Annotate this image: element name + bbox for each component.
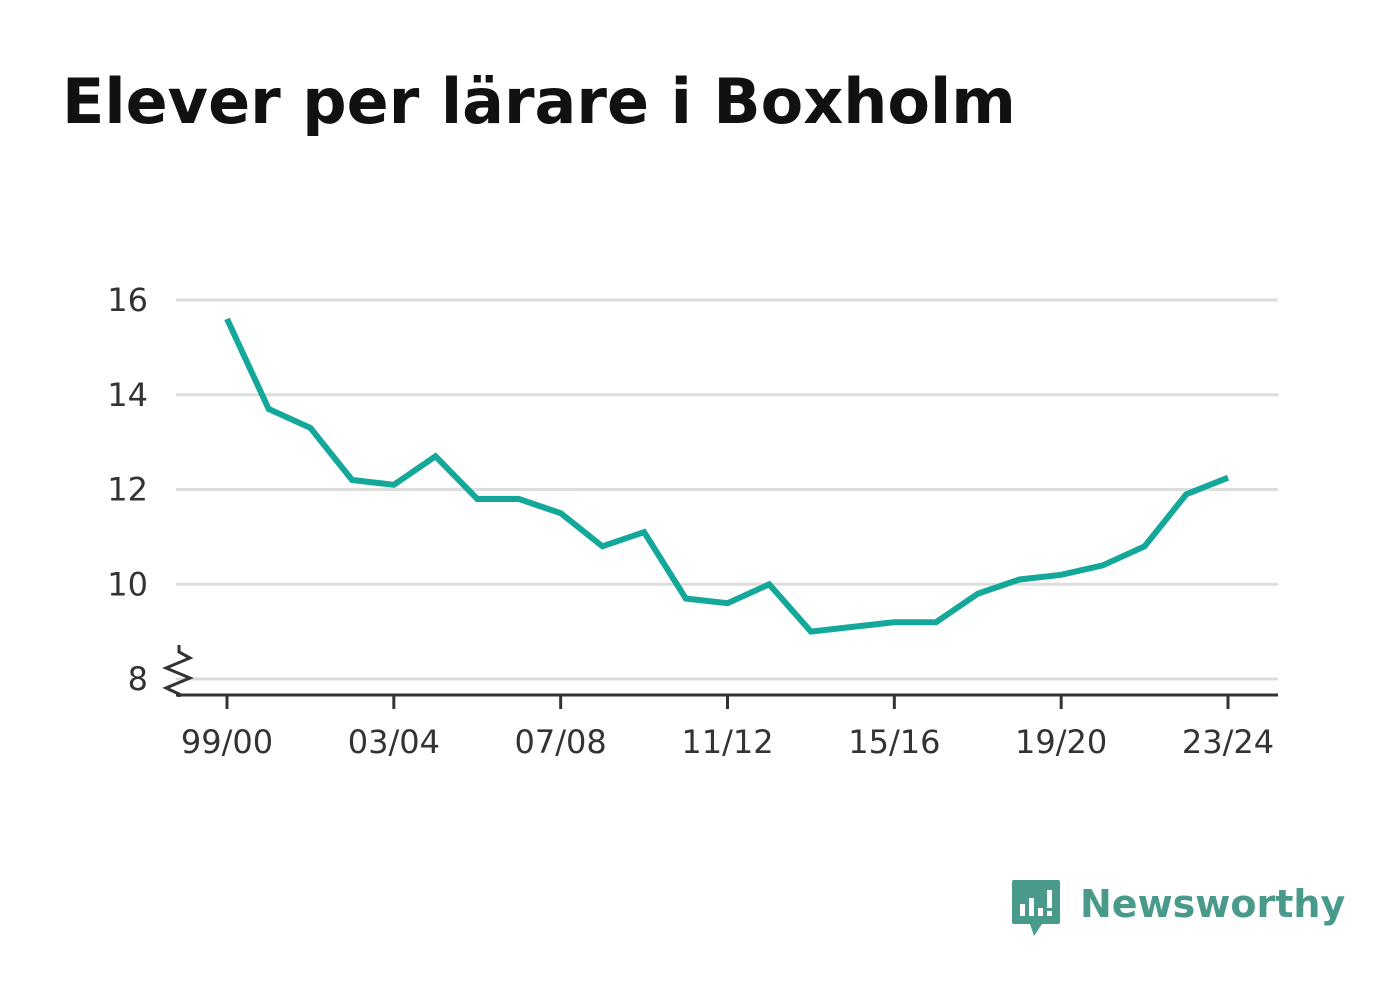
y-tick-label-14: 14 bbox=[107, 376, 148, 414]
x-tick-label: 99/00 bbox=[181, 723, 273, 761]
y-tick-label-16: 16 bbox=[107, 281, 148, 319]
axis-break-icon bbox=[162, 645, 194, 697]
y-tick-label-12: 12 bbox=[107, 471, 148, 509]
x-tick-label: 07/08 bbox=[515, 723, 607, 761]
brand-logo: Newsworthy bbox=[1010, 876, 1345, 940]
brand-name: Newsworthy bbox=[1080, 882, 1346, 926]
x-axis: 99/00 03/04 07/08 11/12 15/16 19/20 23/24 bbox=[176, 693, 1278, 761]
y-tick-labels: 8 10 12 14 16 bbox=[107, 281, 148, 698]
x-tick-label: 23/24 bbox=[1182, 723, 1274, 761]
x-tick-label: 19/20 bbox=[1015, 723, 1107, 761]
axis-break-zigzag bbox=[162, 645, 194, 697]
series-group bbox=[224, 317, 1230, 635]
chart-title: Elever per lärare i Boxholm bbox=[62, 65, 1016, 138]
x-tick-label: 03/04 bbox=[348, 723, 440, 761]
y-tick-label-10: 10 bbox=[107, 565, 148, 603]
grid-lines bbox=[176, 298, 1278, 681]
series-line bbox=[224, 317, 1230, 635]
newsworthy-logo-icon bbox=[1012, 880, 1060, 936]
x-tick-label: 11/12 bbox=[681, 723, 773, 761]
y-tick-label-8: 8 bbox=[128, 660, 148, 698]
x-tick-label: 15/16 bbox=[848, 723, 940, 761]
